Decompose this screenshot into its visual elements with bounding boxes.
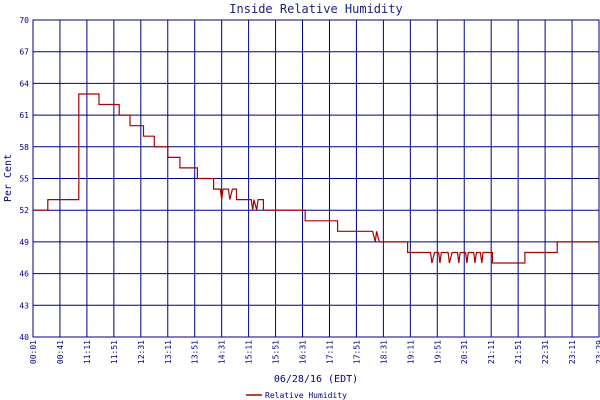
series-group [33, 93, 599, 264]
plot-frame [32, 19, 600, 338]
x-tick-label: 18:31 [379, 340, 388, 364]
y-tick-label: 49 [19, 238, 29, 247]
series-line-relative-humidity [33, 93, 599, 264]
chart-grid [32, 19, 600, 338]
x-tick-label: 11:11 [83, 340, 92, 364]
y-tick-label: 64 [19, 79, 29, 88]
y-tick-label: 43 [19, 301, 29, 310]
y-tick-label: 52 [19, 206, 29, 215]
x-tick-label: 21:11 [487, 340, 496, 364]
x-tick-label: 22:31 [541, 340, 550, 364]
y-tick-label: 55 [19, 175, 29, 184]
y-tick-label: 58 [19, 143, 29, 152]
x-tick-label: 00:41 [56, 340, 65, 364]
x-tick-label: 23:29 [595, 340, 600, 364]
x-tick-label: 17:51 [352, 340, 361, 364]
legend-label: Relative Humidity [265, 391, 347, 400]
y-tick-label: 40 [19, 333, 29, 342]
x-tick-label: 15:51 [272, 340, 281, 364]
x-tick-label: 19:11 [406, 340, 415, 364]
x-tick-label: 15:11 [245, 340, 254, 364]
x-tick-label: 13:51 [191, 340, 200, 364]
x-tick-label: 23:11 [568, 340, 577, 364]
y-tick-label: 61 [19, 111, 29, 120]
y-axis-label: Per Cent [3, 154, 14, 202]
y-tick-label: 70 [19, 16, 29, 25]
y-tick-label: 46 [19, 270, 29, 279]
x-tick-label: 00:01 [29, 340, 38, 364]
x-tick-label: 12:31 [137, 340, 146, 364]
x-tick-label: 21:51 [514, 340, 523, 364]
chart-title: Inside Relative Humidity [229, 2, 402, 16]
x-tick-labels: 00:01 00:41 11:11 11:51 12:31 13:11 13:51 14:31… [29, 340, 600, 364]
x-tick-label: 13:11 [164, 340, 173, 364]
x-tick-label: 11:51 [110, 340, 119, 364]
y-tick-label: 67 [19, 48, 29, 57]
x-tick-label: 20:31 [460, 340, 469, 364]
x-tick-label: 17:11 [325, 340, 334, 364]
x-axis-label: 06/28/16 (EDT) [274, 374, 358, 385]
x-tick-label: 19:51 [433, 340, 442, 364]
x-tick-label: 16:31 [299, 340, 308, 364]
x-tick-label: 14:31 [218, 340, 227, 364]
y-tick-labels: 70 67 64 61 58 55 52 49 46 43 40 [19, 16, 29, 342]
